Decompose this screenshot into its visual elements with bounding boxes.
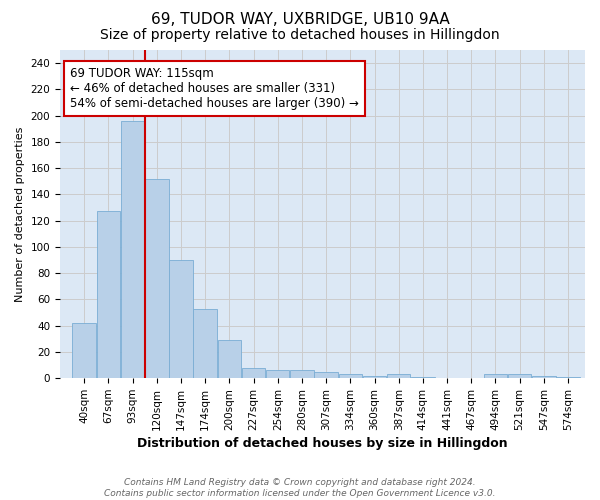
Bar bbox=[169, 260, 193, 378]
Bar bbox=[387, 374, 410, 378]
Bar bbox=[266, 370, 289, 378]
Bar bbox=[145, 178, 169, 378]
Y-axis label: Number of detached properties: Number of detached properties bbox=[15, 126, 25, 302]
Bar bbox=[338, 374, 362, 378]
Bar bbox=[556, 377, 580, 378]
Bar bbox=[242, 368, 265, 378]
Bar bbox=[121, 121, 145, 378]
X-axis label: Distribution of detached houses by size in Hillingdon: Distribution of detached houses by size … bbox=[137, 437, 508, 450]
Text: 69 TUDOR WAY: 115sqm
← 46% of detached houses are smaller (331)
54% of semi-deta: 69 TUDOR WAY: 115sqm ← 46% of detached h… bbox=[70, 67, 359, 110]
Bar bbox=[484, 374, 507, 378]
Text: Contains HM Land Registry data © Crown copyright and database right 2024.
Contai: Contains HM Land Registry data © Crown c… bbox=[104, 478, 496, 498]
Bar bbox=[363, 376, 386, 378]
Bar bbox=[97, 212, 120, 378]
Text: 69, TUDOR WAY, UXBRIDGE, UB10 9AA: 69, TUDOR WAY, UXBRIDGE, UB10 9AA bbox=[151, 12, 449, 28]
Bar bbox=[314, 372, 338, 378]
Bar bbox=[508, 374, 532, 378]
Bar bbox=[532, 376, 556, 378]
Bar bbox=[411, 377, 434, 378]
Bar bbox=[218, 340, 241, 378]
Bar bbox=[73, 323, 96, 378]
Bar bbox=[193, 308, 217, 378]
Text: Size of property relative to detached houses in Hillingdon: Size of property relative to detached ho… bbox=[100, 28, 500, 42]
Bar bbox=[290, 370, 314, 378]
